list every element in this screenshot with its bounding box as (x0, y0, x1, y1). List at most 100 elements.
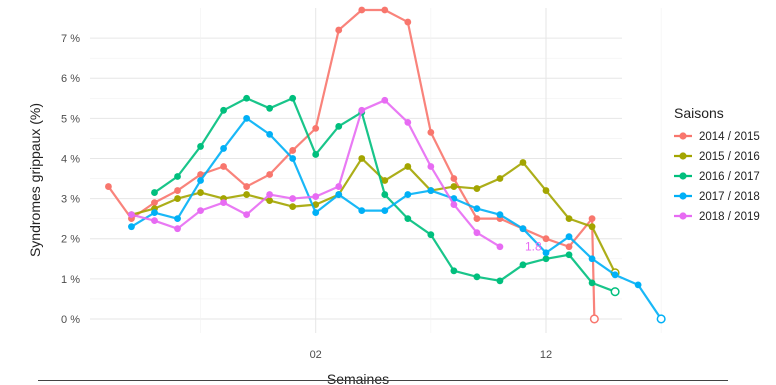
data-point (312, 209, 320, 217)
data-point (105, 183, 112, 190)
y-tick-label: 6 % (61, 73, 80, 85)
data-point (220, 145, 227, 152)
data-point (381, 191, 389, 198)
data-point (289, 147, 297, 154)
legend-label: 2018 / 2019 (699, 211, 760, 223)
data-point (634, 281, 642, 289)
legend-label: 2017 / 2018 (699, 191, 760, 203)
data-point (519, 261, 527, 269)
data-point (611, 271, 619, 279)
data-point (450, 175, 458, 182)
data-point (220, 106, 227, 114)
data-point (174, 215, 181, 223)
data-point (565, 251, 573, 259)
data-point (174, 173, 181, 180)
data-point (427, 187, 435, 194)
data-point (588, 223, 596, 231)
data-point (358, 106, 366, 114)
data-point (565, 215, 573, 223)
data-point (151, 217, 158, 225)
data-point (128, 211, 135, 219)
data-point (473, 185, 481, 192)
y-tick-label: 0 % (61, 314, 80, 326)
series-2014-2015 (105, 6, 599, 324)
data-point (266, 104, 274, 112)
data-point (335, 191, 343, 198)
data-point (335, 122, 343, 130)
data-point (473, 205, 481, 213)
data-point (197, 171, 204, 178)
data-point (151, 199, 158, 206)
data-point (197, 207, 204, 215)
data-point (174, 187, 181, 194)
data-point (128, 223, 135, 231)
data-point (358, 207, 366, 215)
data-point (565, 243, 573, 251)
legend-key-point (679, 152, 687, 160)
data-point (151, 189, 158, 196)
data-point (542, 187, 550, 194)
data-point (243, 211, 251, 219)
legend-item: 2018 / 2019 (674, 211, 760, 223)
data-point (542, 235, 550, 243)
data-point (427, 128, 435, 136)
data-point (427, 163, 435, 170)
data-point (427, 231, 435, 239)
legend-label: 2015 / 2016 (699, 151, 760, 163)
data-point (588, 215, 596, 223)
x-tick-label: 12 (540, 349, 552, 361)
data-point (358, 6, 366, 14)
legend-item: 2017 / 2018 (674, 191, 760, 203)
data-point (174, 225, 181, 233)
y-axis-title: Syndromes grippaux (%) (27, 103, 43, 257)
data-point (312, 124, 320, 132)
data-point (312, 151, 320, 158)
data-point (220, 199, 227, 206)
data-point (473, 215, 481, 223)
legend-key-point (679, 192, 687, 200)
data-point (197, 177, 204, 184)
end-point (656, 314, 666, 324)
data-point (243, 191, 251, 198)
data-point (496, 277, 504, 285)
series-line (130, 117, 663, 321)
data-point (243, 183, 251, 190)
data-point (473, 273, 481, 281)
data-point (450, 267, 458, 275)
legend-key-point (679, 132, 687, 140)
data-point (519, 159, 527, 166)
data-point (404, 18, 412, 26)
y-tick-label: 7 % (61, 33, 80, 45)
data-point (151, 209, 158, 217)
data-point (335, 183, 343, 190)
data-point (542, 255, 550, 263)
series-layer: 1.8 (105, 6, 666, 324)
data-point (289, 195, 297, 202)
data-point (289, 155, 297, 162)
legend-key-point (679, 172, 687, 180)
data-point (450, 201, 458, 209)
data-point (289, 203, 297, 211)
data-point (450, 183, 458, 190)
data-point (381, 207, 389, 215)
data-point (289, 94, 297, 102)
x-tick-label: 02 (310, 349, 322, 361)
y-tick-label: 3 % (61, 194, 80, 206)
end-point (589, 314, 599, 324)
data-point (565, 233, 573, 241)
data-point (381, 6, 389, 14)
legend-item: 2016 / 2017 (674, 171, 760, 183)
data-point (473, 229, 481, 237)
y-tick-label: 4 % (61, 153, 80, 165)
data-point (266, 130, 274, 138)
data-point (381, 96, 389, 104)
legend-item: 2015 / 2016 (674, 151, 760, 163)
data-point (588, 255, 596, 263)
data-point (496, 175, 504, 182)
legend-key-point (679, 212, 687, 220)
data-point (588, 279, 596, 287)
data-point (381, 177, 389, 184)
data-point (266, 197, 274, 204)
series-line (130, 157, 617, 274)
